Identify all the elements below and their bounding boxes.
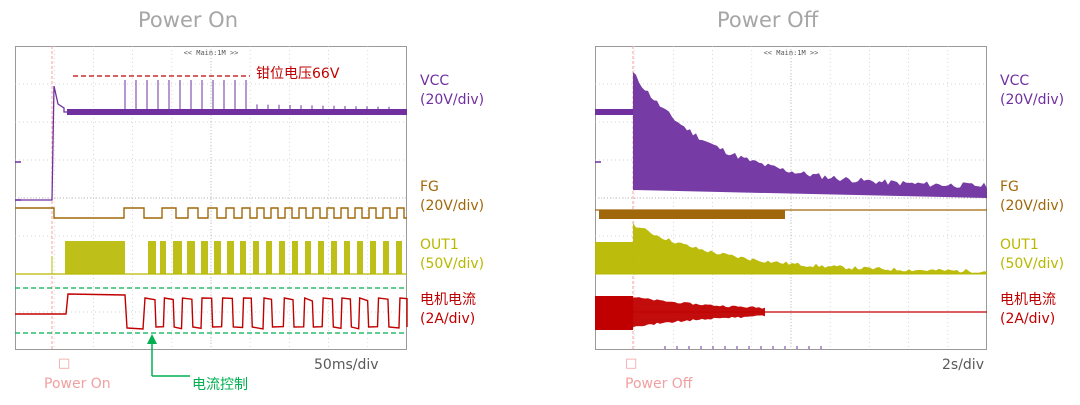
on-out1-burst bbox=[266, 241, 272, 274]
on-fg-trace bbox=[15, 207, 407, 219]
power-off-title: Power Off bbox=[717, 8, 819, 32]
on-time-div: 50ms/div bbox=[314, 357, 379, 373]
off-vcc-pre bbox=[595, 109, 633, 115]
on-current-label: 电机电流 (2A/div) bbox=[420, 291, 476, 329]
on-out1-burst bbox=[253, 241, 259, 274]
on-out1-burst bbox=[318, 241, 324, 274]
off-current-block bbox=[595, 296, 633, 330]
on-scope-header: << Main:1M >> bbox=[184, 49, 239, 57]
on-out1-burst bbox=[160, 241, 166, 274]
off-fg-label: FG (20V/div) bbox=[1000, 178, 1064, 216]
on-current-name: 电机电流 bbox=[420, 292, 476, 308]
on-out1-burst bbox=[65, 241, 125, 274]
on-fg-name: FG bbox=[420, 179, 439, 195]
power-on-marker: Power On bbox=[44, 376, 111, 392]
power-off-plot: << Main:1M >> bbox=[595, 46, 987, 350]
off-current-envelope bbox=[633, 297, 765, 328]
off-fg-name: FG bbox=[1000, 179, 1019, 195]
on-current-scale: (2A/div) bbox=[420, 311, 476, 327]
off-vcc-envelope bbox=[633, 72, 987, 198]
on-out1-burst bbox=[383, 241, 389, 274]
off-out1-scale: (50V/div) bbox=[1000, 256, 1065, 272]
off-scope-header: << Main:1M >> bbox=[764, 49, 819, 57]
off-out1-name: OUT1 bbox=[1000, 237, 1039, 253]
on-out1-burst bbox=[240, 241, 246, 274]
off-current-name: 电机电流 bbox=[1000, 292, 1056, 308]
power-on-title: Power On bbox=[138, 8, 239, 32]
on-vcc-name: VCC bbox=[420, 73, 450, 89]
on-out1-burst bbox=[173, 241, 182, 274]
off-current-scale: (2A/div) bbox=[1000, 311, 1056, 327]
off-current-label: 电机电流 (2A/div) bbox=[1000, 291, 1056, 329]
on-out1-burst bbox=[201, 241, 208, 274]
off-vcc-name: VCC bbox=[1000, 73, 1030, 89]
off-trigger-glyph: □ bbox=[625, 356, 638, 371]
on-out1-name: OUT1 bbox=[420, 237, 459, 253]
off-time-div: 2s/div bbox=[942, 357, 984, 373]
on-out1-burst bbox=[214, 241, 221, 274]
on-out1-burst bbox=[305, 241, 311, 274]
off-out1-label: OUT1 (50V/div) bbox=[1000, 236, 1064, 274]
clamp-voltage-annotation: 钳位电压66V bbox=[256, 66, 340, 82]
off-vcc-scale: (20V/div) bbox=[1000, 92, 1065, 108]
off-fg-band bbox=[599, 210, 785, 219]
on-current-annotation-arrow bbox=[147, 334, 157, 344]
power-off-marker: Power Off bbox=[625, 376, 693, 392]
on-out1-burst bbox=[357, 241, 363, 274]
on-out1-scale: (50V/div) bbox=[420, 256, 485, 272]
on-out1-burst bbox=[331, 241, 337, 274]
on-vcc-band bbox=[67, 109, 407, 115]
off-out1-envelope bbox=[595, 222, 987, 274]
off-vcc-label: VCC (20V/div) bbox=[1000, 72, 1064, 110]
on-vcc-trace bbox=[15, 85, 407, 201]
on-vcc-label: VCC (20V/div) bbox=[420, 72, 484, 110]
off-fg-scale: (20V/div) bbox=[1000, 198, 1065, 214]
on-out1-label: OUT1 (50V/div) bbox=[420, 236, 484, 274]
on-out1-burst bbox=[292, 241, 298, 274]
power-off-scope: << Main:1M >> bbox=[595, 46, 987, 350]
on-out1-burst bbox=[344, 241, 350, 274]
on-trigger-glyph: □ bbox=[58, 356, 71, 371]
power-on-plot: << Main:1M >> bbox=[15, 46, 408, 377]
on-out1-burst bbox=[187, 241, 195, 274]
power-on-scope: << Main:1M >> bbox=[15, 46, 408, 377]
on-fg-scale: (20V/div) bbox=[420, 198, 485, 214]
on-out1-burst bbox=[148, 241, 156, 274]
current-control-annotation: 电流控制 bbox=[192, 377, 248, 393]
on-out1-burst bbox=[279, 241, 285, 274]
on-out1-burst bbox=[370, 241, 376, 274]
on-out1-burst bbox=[227, 241, 234, 274]
on-out1-burst bbox=[396, 241, 402, 274]
on-vcc-scale: (20V/div) bbox=[420, 92, 485, 108]
on-current-trace bbox=[15, 293, 408, 330]
on-fg-label: FG (20V/div) bbox=[420, 178, 484, 216]
